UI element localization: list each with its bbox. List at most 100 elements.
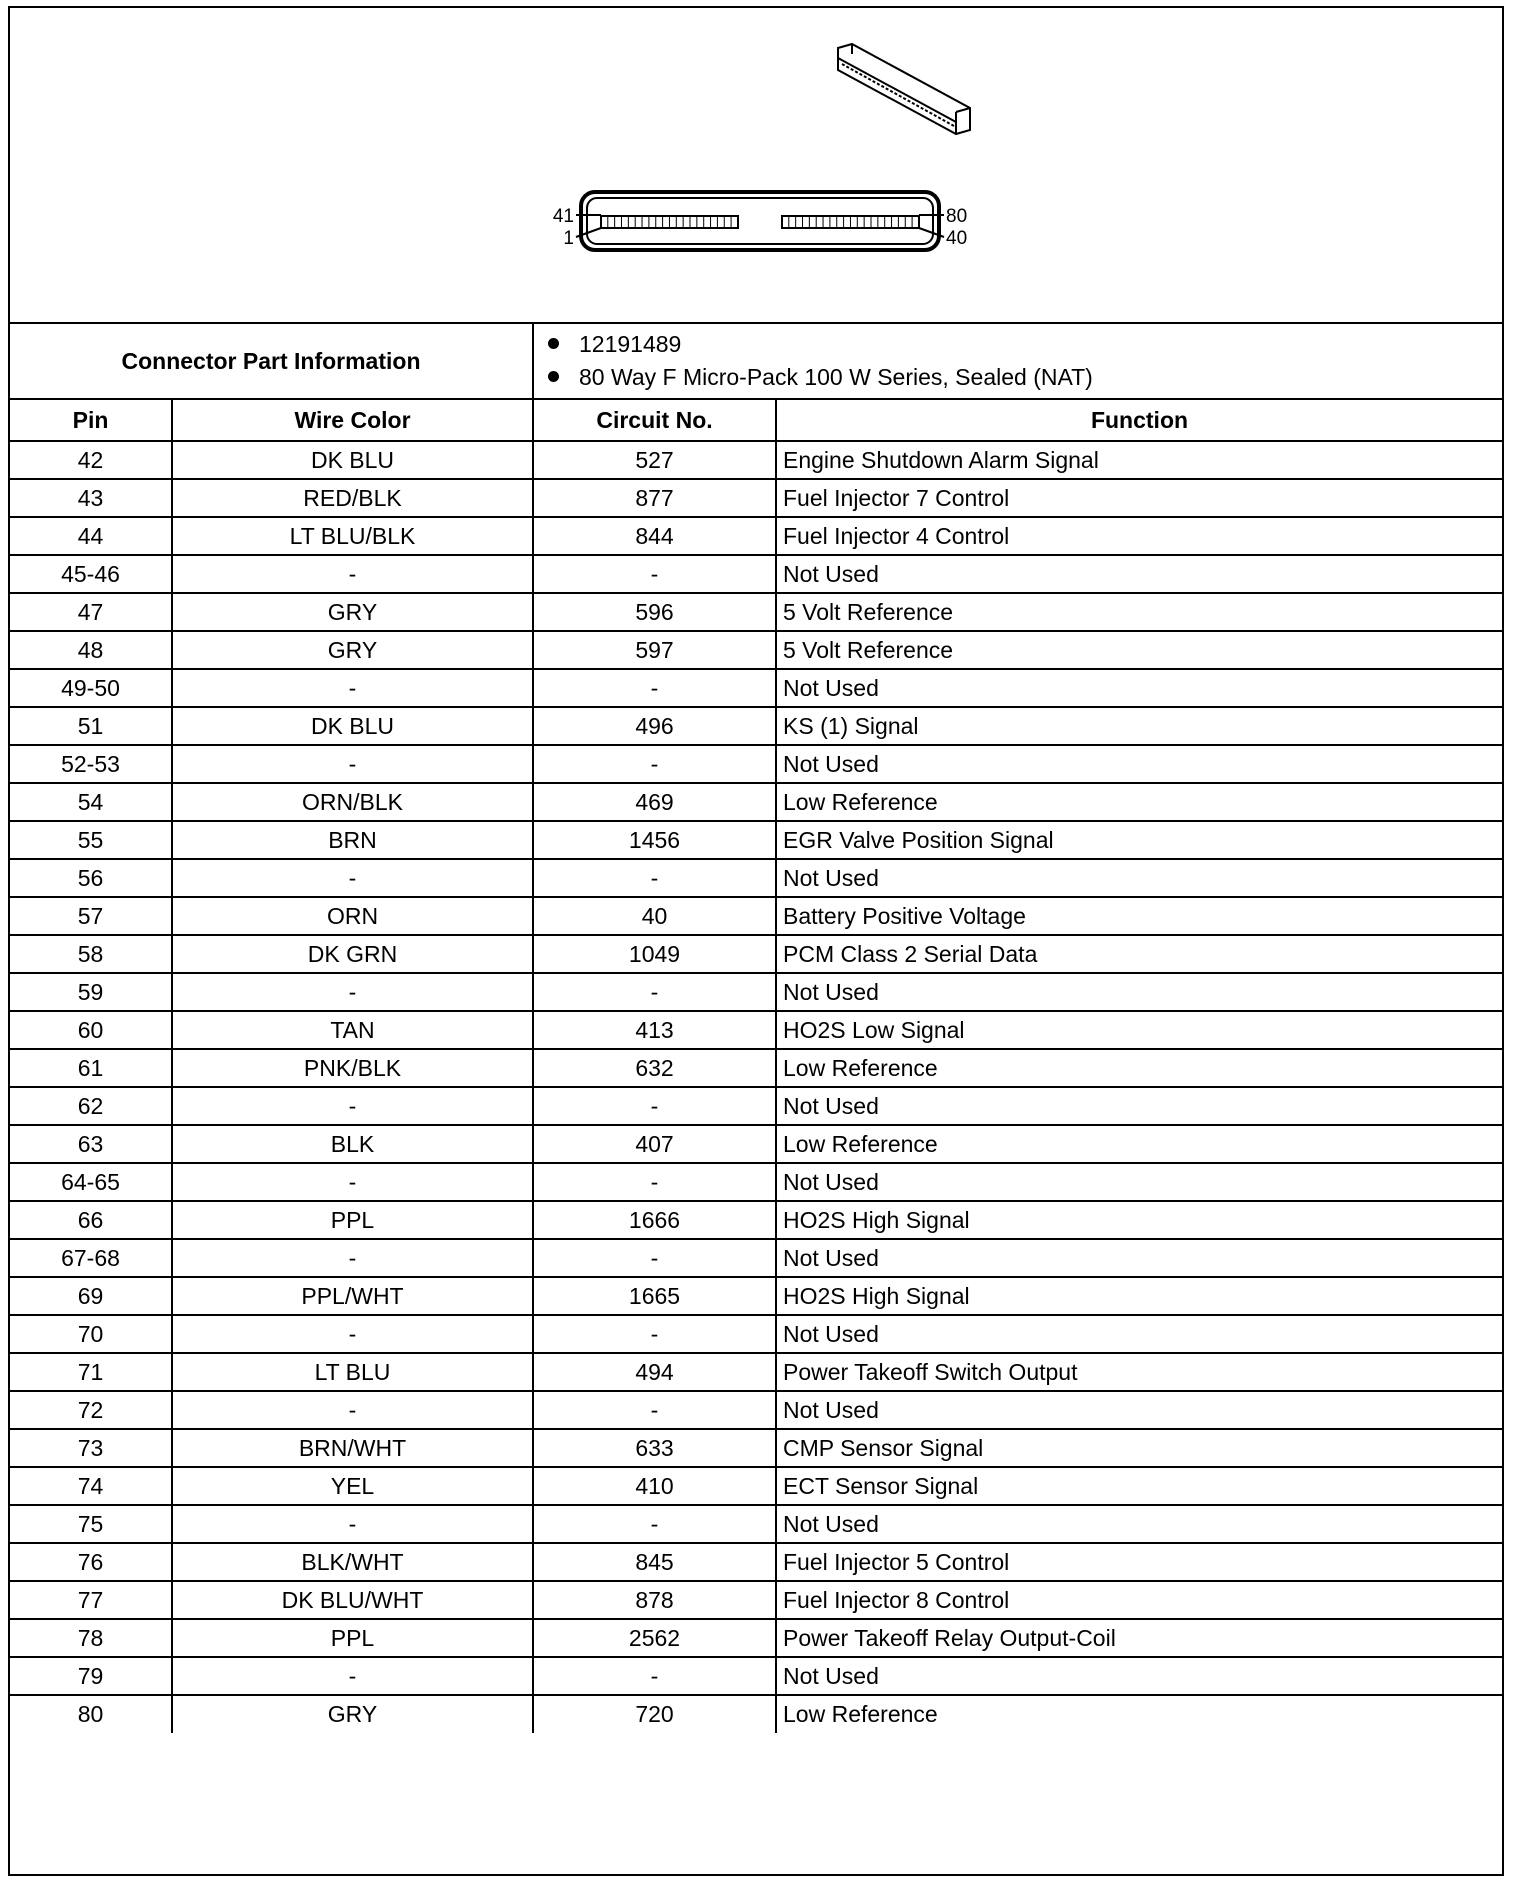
wire-color-cell: - xyxy=(171,972,534,1012)
function-cell: Fuel Injector 8 Control xyxy=(775,1580,1502,1620)
circuit-number-cell: - xyxy=(532,1504,777,1544)
function-cell: Not Used xyxy=(775,972,1502,1012)
circuit-number-cell: 844 xyxy=(532,516,777,556)
pin-cell: 67-68 xyxy=(10,1238,173,1278)
wire-color-cell: - xyxy=(171,1162,534,1202)
connector-info-label: Connector Part Information xyxy=(10,322,534,400)
wire-color-cell: - xyxy=(171,554,534,594)
wire-color-cell: - xyxy=(171,744,534,784)
pin-cell: 62 xyxy=(10,1086,173,1126)
pin-cell: 69 xyxy=(10,1276,173,1316)
wire-color-cell: RED/BLK xyxy=(171,478,534,518)
function-cell: Not Used xyxy=(775,1314,1502,1354)
circuit-number-cell: - xyxy=(532,1238,777,1278)
pin-cell: 80 xyxy=(10,1694,173,1733)
pin-cell: 45-46 xyxy=(10,554,173,594)
column-header-pin: Pin xyxy=(10,398,173,442)
wire-color-cell: BRN xyxy=(171,820,534,860)
pin-cell: 78 xyxy=(10,1618,173,1658)
function-cell: HO2S High Signal xyxy=(775,1200,1502,1240)
circuit-number-cell: 1665 xyxy=(532,1276,777,1316)
table-row: 73 BRN/WHT 633 CMP Sensor Signal xyxy=(10,1428,1502,1468)
function-cell: Not Used xyxy=(775,1504,1502,1544)
table-row: 80 GRY 720 Low Reference xyxy=(10,1694,1502,1733)
function-cell: Engine Shutdown Alarm Signal xyxy=(775,440,1502,480)
wire-color-cell: - xyxy=(171,1504,534,1544)
pin-cell: 58 xyxy=(10,934,173,974)
wire-color-cell: PPL xyxy=(171,1200,534,1240)
circuit-number-cell: 1456 xyxy=(532,820,777,860)
table-row: 67-68- - Not Used xyxy=(10,1238,1502,1278)
table-row: 62- - Not Used xyxy=(10,1086,1502,1126)
pin-cell: 77 xyxy=(10,1580,173,1620)
function-cell: Low Reference xyxy=(775,1048,1502,1088)
circuit-number-cell: - xyxy=(532,1656,777,1696)
circuit-number-cell: 407 xyxy=(532,1124,777,1164)
wire-color-cell: LT BLU xyxy=(171,1352,534,1392)
wire-color-cell: PNK/BLK xyxy=(171,1048,534,1088)
function-cell: Battery Positive Voltage xyxy=(775,896,1502,936)
bullet-icon xyxy=(548,371,559,383)
pin-cell: 75 xyxy=(10,1504,173,1544)
circuit-number-cell: 2562 xyxy=(532,1618,777,1658)
wire-color-cell: GRY xyxy=(171,1694,534,1733)
function-cell: Not Used xyxy=(775,1390,1502,1430)
header-row: Pin Wire Color Circuit No. Function xyxy=(10,398,1502,442)
table-row: 75- - Not Used xyxy=(10,1504,1502,1544)
function-cell: PCM Class 2 Serial Data xyxy=(775,934,1502,974)
column-header-wire-color: Wire Color xyxy=(171,398,534,442)
circuit-number-cell: 632 xyxy=(532,1048,777,1088)
function-cell: Not Used xyxy=(775,668,1502,708)
circuit-number-cell: 845 xyxy=(532,1542,777,1582)
circuit-number-cell: 1666 xyxy=(532,1200,777,1240)
function-cell: HO2S High Signal xyxy=(775,1276,1502,1316)
table-row: 49-50- - Not Used xyxy=(10,668,1502,708)
circuit-number-cell: - xyxy=(532,1314,777,1354)
table-row: 78 PPL 2562 Power Takeoff Relay Output-Coil xyxy=(10,1618,1502,1658)
wire-color-cell: YEL xyxy=(171,1466,534,1506)
wire-color-cell: - xyxy=(171,1238,534,1278)
function-cell: KS (1) Signal xyxy=(775,706,1502,746)
pin-label-1: 1 xyxy=(563,228,574,249)
pin-cell: 70 xyxy=(10,1314,173,1354)
pin-cell: 72 xyxy=(10,1390,173,1430)
table-row: 44 LT BLU/BLK 844 Fuel Injector 4 Control xyxy=(10,516,1502,556)
pin-label-80: 80 xyxy=(946,206,967,227)
pin-cell: 54 xyxy=(10,782,173,822)
connector-description: 80 Way F Micro-Pack 100 W Series, Sealed… xyxy=(579,364,1093,390)
table-row: 66 PPL 1666 HO2S High Signal xyxy=(10,1200,1502,1240)
pin-cell: 66 xyxy=(10,1200,173,1240)
pin-cell: 55 xyxy=(10,820,173,860)
function-cell: Low Reference xyxy=(775,1124,1502,1164)
pin-cell: 71 xyxy=(10,1352,173,1392)
circuit-number-cell: - xyxy=(532,744,777,784)
function-cell: Fuel Injector 5 Control xyxy=(775,1542,1502,1582)
function-cell: Not Used xyxy=(775,1656,1502,1696)
circuit-number-cell: - xyxy=(532,1390,777,1430)
circuit-number-cell: 494 xyxy=(532,1352,777,1392)
function-cell: HO2S Low Signal xyxy=(775,1010,1502,1050)
connector-face-view: 41 1 80 40 xyxy=(553,190,967,252)
function-cell: Not Used xyxy=(775,1238,1502,1278)
function-cell: Low Reference xyxy=(775,782,1502,822)
table-row: 60 TAN 413 HO2S Low Signal xyxy=(10,1010,1502,1050)
wire-color-cell: TAN xyxy=(171,1010,534,1050)
pin-cell: 52-53 xyxy=(10,744,173,784)
function-cell: 5 Volt Reference xyxy=(775,630,1502,670)
pin-cell: 42 xyxy=(10,440,173,480)
table-row: 63 BLK 407 Low Reference xyxy=(10,1124,1502,1164)
connector-document: 41 1 80 40 Connector Part Information 12… xyxy=(8,6,1504,1876)
table-row: 61 PNK/BLK 632 Low Reference xyxy=(10,1048,1502,1088)
circuit-number-cell: - xyxy=(532,1162,777,1202)
table-row: 42 DK BLU 527 Engine Shutdown Alarm Signal xyxy=(10,440,1502,480)
pinout-table: Connector Part Information 12191489 80 W… xyxy=(10,322,1502,1733)
bullet-icon xyxy=(548,338,559,350)
pin-cell: 63 xyxy=(10,1124,173,1164)
pin-cell: 79 xyxy=(10,1656,173,1696)
circuit-number-cell: 410 xyxy=(532,1466,777,1506)
connector-info-item: 12191489 xyxy=(548,328,1488,361)
wire-color-cell: ORN/BLK xyxy=(171,782,534,822)
table-row: 43 RED/BLK 877 Fuel Injector 7 Control xyxy=(10,478,1502,518)
circuit-number-cell: 413 xyxy=(532,1010,777,1050)
table-row: 57 ORN 40 Battery Positive Voltage xyxy=(10,896,1502,936)
